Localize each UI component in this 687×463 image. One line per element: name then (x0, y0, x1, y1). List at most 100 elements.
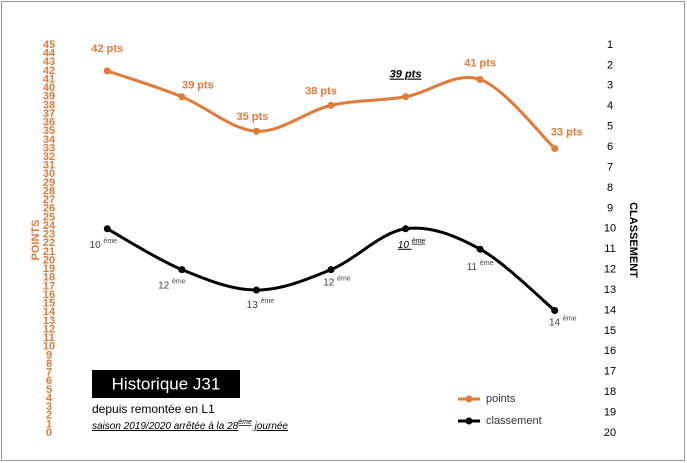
marker (103, 67, 111, 75)
marker (178, 93, 186, 101)
y-tick-label: 35 (43, 125, 55, 137)
marker (252, 127, 260, 135)
y2-tick-label: 3 (607, 80, 613, 92)
marker (551, 306, 559, 314)
y-tick-label: 0 (46, 427, 52, 439)
y-tick-label: 7 (46, 367, 52, 379)
y2-tick-label: 16 (604, 345, 616, 357)
legend-label: classement (486, 415, 542, 427)
y-tick-label: 31 (43, 160, 55, 172)
y2-tick-label: 12 (604, 264, 616, 276)
y-tick-label: 34 (43, 134, 56, 146)
y2-tick-label: 2 (607, 59, 613, 71)
y-tick-label: 5 (46, 384, 52, 396)
y2-tick-label: 14 (604, 304, 616, 316)
data-label: 10 ème (398, 238, 426, 251)
y-tick-label: 27 (43, 194, 55, 206)
marker (178, 266, 186, 274)
data-label: 39 pts (182, 80, 214, 92)
y-tick-label: 25 (43, 211, 55, 223)
y-tick-label: 43 (43, 56, 55, 68)
annotation-title: Historique J31 (112, 374, 221, 393)
y-tick-label: 11 (43, 332, 55, 344)
y2-tick-label: 6 (607, 141, 613, 153)
y-tick-label: 8 (46, 358, 52, 370)
y-tick-label: 15 (43, 298, 55, 310)
y-tick-label: 26 (43, 203, 55, 215)
y-tick-label: 10 (43, 341, 55, 353)
y-tick-label: 4 (46, 392, 53, 404)
y2-tick-label: 17 (604, 366, 616, 378)
y2-tick-label: 1 (607, 39, 613, 51)
y-tick-label: 6 (46, 375, 52, 387)
marker (327, 101, 335, 109)
y-tick-label: 40 (43, 82, 55, 94)
data-label: 35 pts (237, 111, 269, 123)
data-label: 33 pts (551, 126, 583, 138)
y-tick-label: 9 (46, 349, 52, 361)
marker (327, 266, 335, 274)
data-label: 13 ème (247, 298, 275, 311)
y-tick-label: 2 (46, 410, 52, 422)
marker (402, 225, 410, 233)
y2-tick-label: 8 (607, 182, 613, 194)
y-tick-label: 14 (43, 306, 56, 318)
data-label: 42 pts (91, 43, 123, 55)
marker (402, 93, 410, 101)
marker (103, 225, 111, 233)
y-tick-label: 17 (43, 280, 55, 292)
y-tick-label: 23 (43, 229, 55, 241)
legend-marker (465, 395, 473, 403)
y-tick-label: 20 (43, 254, 55, 266)
data-label: 10 ème (90, 238, 118, 251)
y2-tick-label: 10 (604, 223, 616, 235)
y2-axis-title: CLASSEMENT (627, 202, 639, 278)
y-axis-title: POINTS (30, 220, 42, 261)
y-tick-label: 33 (43, 142, 55, 154)
y-tick-label: 39 (43, 91, 55, 103)
y-tick-label: 24 (43, 220, 56, 232)
marker (551, 144, 559, 152)
marker (476, 75, 484, 83)
data-label: 39 pts (390, 69, 422, 81)
y2-tick-label: 20 (604, 427, 616, 439)
y2-tick-label: 19 (604, 406, 616, 418)
y-tick-label: 28 (43, 185, 55, 197)
y-tick-label: 37 (43, 108, 55, 120)
y-tick-label: 44 (43, 48, 56, 60)
y-tick-label: 41 (43, 73, 55, 85)
annotation-box (92, 370, 240, 398)
y2-tick-label: 7 (607, 161, 613, 173)
y2-tick-label: 4 (607, 100, 613, 112)
legend-marker (465, 417, 473, 425)
y-tick-label: 45 (43, 39, 55, 51)
y2-tick-label: 18 (604, 386, 616, 398)
y-tick-label: 42 (43, 65, 55, 77)
y2-tick-label: 5 (607, 121, 613, 133)
data-label: 38 pts (305, 85, 337, 97)
y-tick-label: 3 (46, 401, 52, 413)
data-label: 12 ème (158, 278, 186, 291)
marker (252, 286, 260, 294)
y-tick-label: 13 (43, 315, 55, 327)
y2-tick-label: 15 (604, 325, 616, 337)
legend-label: points (486, 393, 516, 405)
y2-tick-label: 9 (607, 202, 613, 214)
y-tick-label: 32 (43, 151, 55, 163)
y2-tick-label: 13 (604, 284, 616, 296)
data-label: 11 ème (467, 260, 494, 273)
y-tick-label: 16 (43, 289, 55, 301)
y-tick-label: 29 (43, 177, 55, 189)
y-tick-label: 22 (43, 237, 55, 249)
y-tick-label: 12 (43, 323, 55, 335)
y-tick-label: 19 (43, 263, 55, 275)
y-tick-label: 1 (46, 418, 52, 430)
marker (476, 245, 484, 253)
annotation-line: depuis remontée en L1 (92, 402, 215, 416)
y-tick-label: 36 (43, 117, 55, 129)
y-tick-label: 18 (43, 272, 55, 284)
y-tick-label: 38 (43, 99, 55, 111)
y-tick-label: 21 (43, 246, 55, 258)
data-label: 14 ème (549, 315, 577, 328)
